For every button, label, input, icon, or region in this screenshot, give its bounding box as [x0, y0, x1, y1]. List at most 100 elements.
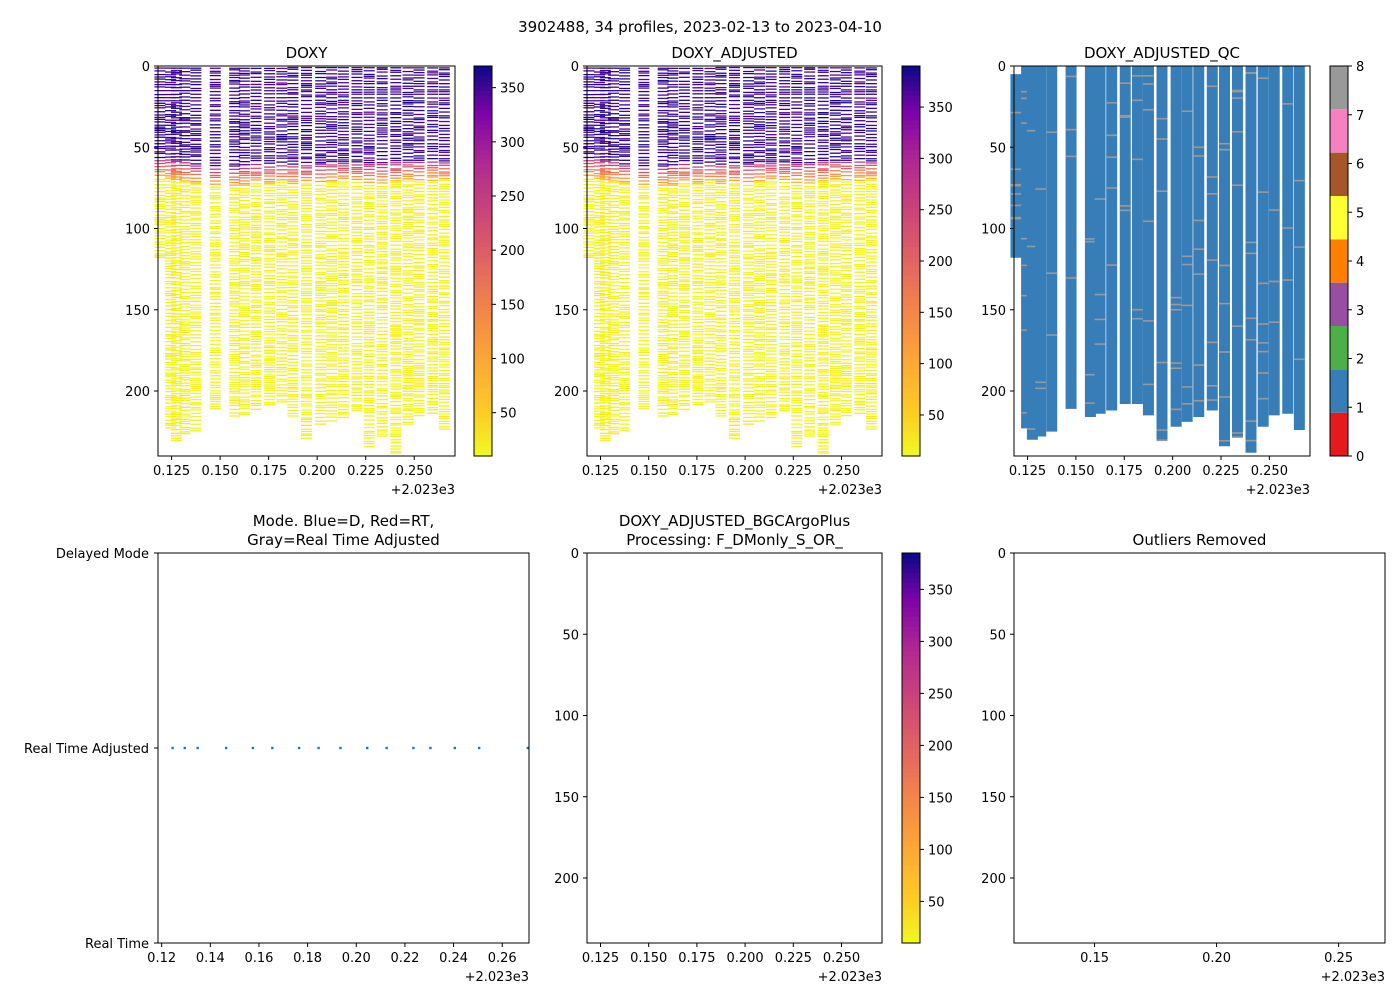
- doxy-sample: [165, 424, 177, 426]
- doxy-adjusted-sample: [692, 175, 704, 177]
- doxy-adjusted-sample: [594, 110, 606, 112]
- doxy-sample: [238, 119, 250, 121]
- doxy-sample: [165, 330, 177, 333]
- doxy-sample: [351, 352, 363, 354]
- doxy-adjusted-sample: [704, 76, 716, 78]
- doxy-sample: [301, 252, 312, 254]
- doxy-sample: [250, 283, 262, 286]
- doxy-sample: [301, 246, 312, 248]
- doxy-sample: [209, 104, 221, 106]
- doxy-sample: [301, 288, 312, 290]
- doxy-adjusted-sample: [743, 212, 755, 215]
- doxy-sample: [229, 319, 241, 321]
- doxy-sample: [170, 307, 182, 310]
- doxy-adjusted-sample: [667, 377, 679, 379]
- doxy-adjusted-sample: [692, 189, 704, 192]
- doxy-adjusted-sample: [608, 339, 620, 341]
- doxy-sample: [190, 285, 202, 287]
- doxy-adjusted-sample: [608, 360, 620, 362]
- doxy-adjusted-sample: [743, 126, 755, 128]
- doxy-sample: [438, 420, 450, 422]
- doxy-adjusted-sample: [692, 371, 704, 373]
- doxy-sample: [376, 411, 388, 413]
- doxy-sample: [301, 122, 312, 124]
- doxy-adjusted-sample: [619, 277, 631, 280]
- doxy-adjusted-sample: [754, 205, 766, 207]
- doxy-sample: [363, 101, 375, 103]
- doxy-adjusted-sample: [743, 163, 755, 165]
- doxy-adjusted-sample: [692, 234, 704, 236]
- doxy-sample: [170, 131, 182, 134]
- doxy-sample: [315, 155, 327, 157]
- doxy-sample: [326, 248, 338, 250]
- doxy-sample: [179, 141, 191, 144]
- doxy-sample: [209, 168, 221, 170]
- doxy-adjusted-sample: [599, 396, 611, 398]
- doxy-adjusted-sample: [692, 374, 704, 376]
- doxy-adjusted-sample: [608, 168, 620, 170]
- doxy-sample: [427, 263, 439, 266]
- doxy-adjusted-sample: [594, 298, 606, 301]
- doxy-adjusted-sample: [692, 369, 704, 371]
- doxy-sample: [170, 309, 182, 312]
- doxy-sample: [229, 309, 241, 311]
- doxy-adjusted-sample: [692, 118, 704, 120]
- doxy-sample: [287, 395, 299, 397]
- doxy-sample: [326, 150, 338, 152]
- doxy-adjusted-sample: [619, 167, 631, 170]
- doxy-sample: [363, 407, 375, 410]
- doxy-sample: [179, 295, 191, 298]
- doxy-sample: [287, 277, 299, 279]
- doxy-sample: [170, 354, 182, 356]
- doxy-sample: [179, 321, 191, 323]
- doxy-adjusted-sample: [678, 296, 690, 298]
- doxy-adjusted-sample: [743, 309, 755, 311]
- doxy-adjusted-sample: [715, 377, 727, 379]
- doxy-sample: [438, 296, 450, 299]
- doxy-sample: [363, 383, 375, 385]
- doxy-sample: [238, 314, 250, 316]
- doxy-sample: [229, 381, 241, 384]
- doxy-sample: [238, 352, 250, 355]
- doxy-sample: [179, 245, 191, 248]
- doxy-sample: [402, 118, 414, 120]
- doxy-sample: [376, 254, 388, 256]
- doxy-profile: [179, 67, 191, 435]
- doxy-sample: [351, 250, 363, 252]
- doxy-adjusted-sample: [657, 375, 669, 377]
- doxy-adjusted-sample: [608, 92, 620, 94]
- doxy-sample: [276, 113, 288, 115]
- doxy-sample: [315, 305, 327, 308]
- doxy-sample: [351, 328, 363, 331]
- doxy-sample: [301, 158, 312, 160]
- doxy-sample: [301, 255, 312, 257]
- doxy-sample: [413, 267, 425, 269]
- doxy-adjusted-sample: [743, 209, 755, 212]
- doxy-sample: [438, 103, 450, 106]
- doxy-sample: [337, 283, 349, 286]
- doxy-sample: [351, 83, 363, 85]
- doxy-adjusted-sample: [608, 138, 620, 140]
- doxy-adjusted-sample: [729, 107, 740, 110]
- doxy-adjusted-sample: [754, 224, 766, 226]
- doxy-adjusted-sample: [692, 395, 704, 397]
- doxy-sample: [301, 94, 312, 96]
- doxy-sample: [229, 141, 241, 143]
- doxy-adjusted-sample: [599, 287, 611, 289]
- doxy-sample: [170, 399, 182, 402]
- doxy-adjusted-sample: [754, 218, 766, 220]
- doxy-sample: [413, 273, 425, 275]
- doxy-sample: [351, 206, 363, 208]
- doxy-sample: [413, 159, 425, 161]
- doxy-adjusted-sample: [608, 334, 620, 336]
- doxy-sample: [276, 137, 288, 139]
- doxy-sample: [190, 197, 202, 199]
- doxy-sample: [337, 96, 349, 98]
- doxy-sample: [427, 193, 439, 196]
- doxy-adjusted-sample: [729, 216, 740, 218]
- doxy-sample: [351, 142, 363, 144]
- doxy-sample: [326, 183, 338, 185]
- doxy-sample: [413, 132, 425, 134]
- doxy-sample: [413, 127, 425, 129]
- doxy-sample: [209, 287, 221, 289]
